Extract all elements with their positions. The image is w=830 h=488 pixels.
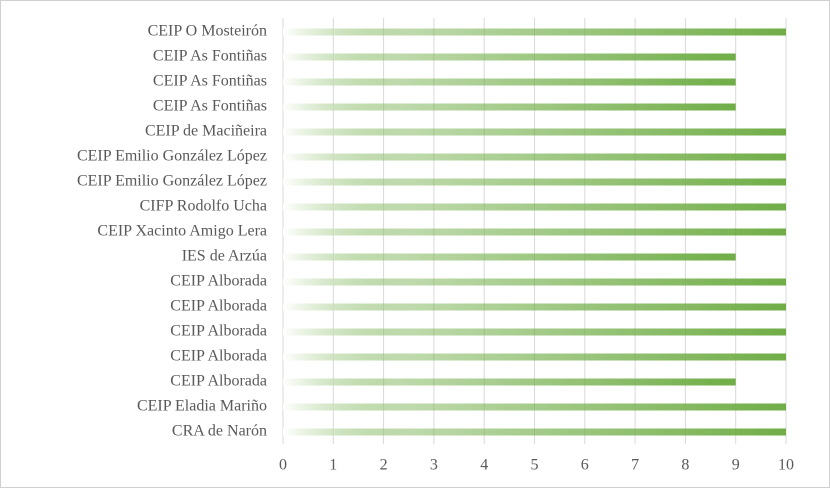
bar — [283, 203, 786, 211]
y-tick-label: CEIP Emilio González López — [77, 173, 267, 190]
x-tick-label: 6 — [581, 457, 589, 474]
x-tick-label: 2 — [380, 457, 388, 474]
x-tick-label: 4 — [480, 457, 488, 474]
y-tick-label: CEIP Alborada — [170, 273, 267, 290]
bar — [283, 103, 736, 111]
y-tick-label: CEIP As Fontiñas — [153, 98, 267, 115]
y-tick-label: CEIP Alborada — [170, 298, 267, 315]
bar — [283, 278, 786, 286]
y-tick-label: CEIP As Fontiñas — [153, 48, 267, 65]
y-tick-label: CEIP Eladia Mariño — [137, 398, 267, 415]
y-tick-label: CIFP Rodolfo Ucha — [140, 198, 267, 215]
x-tick-label: 0 — [279, 457, 287, 474]
y-tick-label: CEIP Xacinto Amigo Lera — [97, 223, 267, 240]
y-tick-label: CEIP de Maciñeira — [145, 123, 267, 140]
y-tick-label: CEIP Alborada — [170, 323, 267, 340]
y-tick-label: CEIP Alborada — [170, 348, 267, 365]
bar — [283, 53, 736, 61]
y-tick-label: IES de Arzúa — [182, 248, 267, 265]
y-tick-label: CEIP Alborada — [170, 373, 267, 390]
bar — [283, 328, 786, 336]
x-tick-label: 8 — [681, 457, 689, 474]
bar — [283, 403, 786, 411]
x-tick-label: 3 — [430, 457, 438, 474]
bar — [283, 428, 786, 436]
x-tick-label: 9 — [732, 457, 740, 474]
bar — [283, 353, 786, 361]
x-tick-label: 10 — [778, 457, 794, 474]
x-tick-label: 5 — [531, 457, 539, 474]
bar — [283, 303, 786, 311]
y-tick-label: CEIP O Mosteirón — [148, 23, 267, 40]
bar — [283, 128, 786, 136]
x-tick-label: 1 — [329, 457, 337, 474]
y-tick-label: CEIP As Fontiñas — [153, 73, 267, 90]
bar — [283, 228, 786, 236]
y-tick-label: CEIP Emilio González López — [77, 148, 267, 165]
bar — [283, 28, 786, 36]
bar — [283, 178, 786, 186]
bar — [283, 253, 736, 261]
y-tick-label: CRA de Narón — [172, 423, 267, 440]
bar — [283, 378, 736, 386]
bar — [283, 153, 786, 161]
bar — [283, 78, 736, 86]
x-tick-label: 7 — [631, 457, 639, 474]
